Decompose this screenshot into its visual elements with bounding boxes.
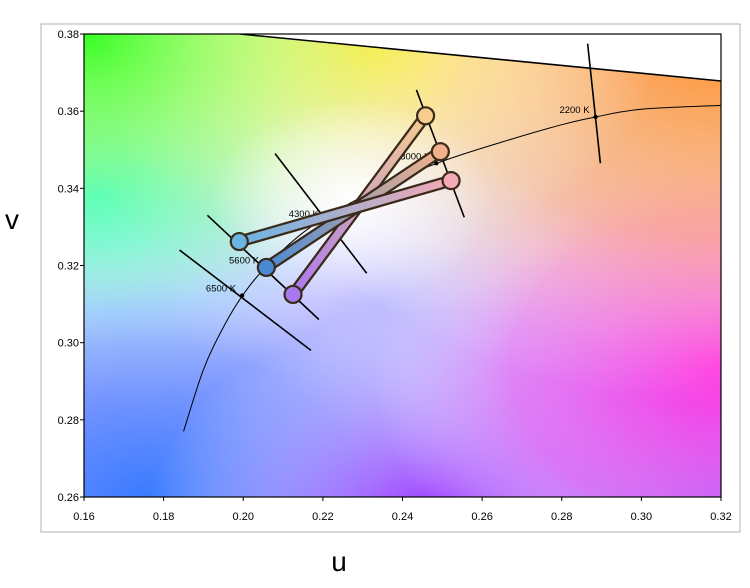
cct-label-2200k: 2200 K: [559, 105, 590, 116]
isotemperature-point-6500k: [239, 293, 245, 298]
x-tick-label: 0.32: [710, 511, 731, 523]
spectral-locus-edge: [239, 34, 721, 82]
y-tick-label: 0.38: [58, 29, 79, 41]
series-1-end-point: [415, 106, 436, 126]
x-tick-label: 0.24: [392, 511, 413, 523]
series-3-end-point: [441, 171, 461, 191]
x-tick-label: 0.30: [631, 511, 652, 523]
x-tick-label: 0.16: [73, 511, 94, 523]
series-2-start-point: [256, 257, 276, 278]
cct-label-4300k: 4300 K: [289, 209, 320, 220]
y-tick-label: 0.34: [58, 183, 79, 195]
plot-area: 6500 K 5600 K 4300 K 3000 K 2200 K: [84, 34, 721, 497]
color-gamut: [84, 34, 721, 497]
series-3-bar: [235, 176, 455, 246]
y-axis-title: v: [5, 204, 19, 235]
isotemperature-line-2200k: [586, 43, 602, 164]
x-tick-label: 0.20: [233, 511, 254, 523]
y-tick-label: 0.26: [58, 492, 79, 504]
series-2-end-point: [430, 142, 450, 162]
cct-label-5600k: 5600 K: [229, 255, 260, 266]
x-axis-title: u: [331, 546, 347, 577]
cct-label-3000k: 3000 K: [400, 151, 431, 162]
x-tick-label: 0.22: [312, 511, 333, 523]
series-3: [229, 171, 461, 252]
series-3-start-point: [229, 231, 249, 252]
x-tick-label: 0.26: [471, 511, 492, 523]
isotemperature-line-6500k: [179, 249, 312, 352]
y-tick-label: 0.30: [58, 338, 79, 350]
y-tick-label: 0.32: [58, 261, 79, 273]
y-tick-label: 0.28: [58, 415, 79, 427]
isotemperature-point-2200k: [593, 114, 598, 120]
x-tick-label: 0.28: [551, 511, 572, 523]
cct-label-6500k: 6500 K: [206, 284, 237, 295]
series-1-start-point: [283, 284, 303, 305]
y-tick-label: 0.36: [58, 106, 79, 118]
x-tick-label: 0.18: [153, 511, 174, 523]
